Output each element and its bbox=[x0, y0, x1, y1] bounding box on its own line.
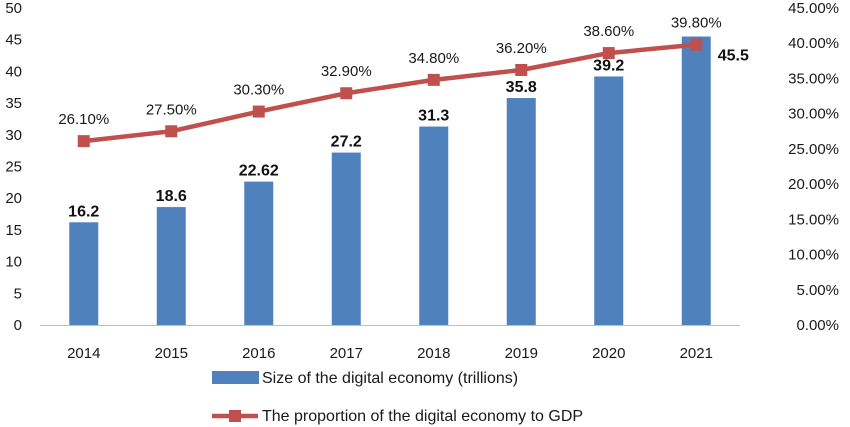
line-value-label: 27.50% bbox=[146, 101, 197, 118]
proportion-line bbox=[83, 42, 697, 144]
y-right-tick-label: 25.00% bbox=[788, 141, 839, 158]
y-right-tick-label: 40.00% bbox=[788, 35, 839, 52]
x-tick-label: 2018 bbox=[417, 345, 450, 362]
bar bbox=[69, 222, 99, 325]
x-axis: 2014 2015 2016 2017 2018 2019 2020 2021 bbox=[67, 345, 713, 362]
legend-bar-swatch bbox=[212, 371, 259, 384]
bar-value-label: 16.2 bbox=[68, 203, 99, 220]
bar-value-label: 27.2 bbox=[331, 134, 362, 151]
x-tick-label: 2021 bbox=[680, 345, 713, 362]
y-left-tick-label: 45 bbox=[5, 32, 22, 49]
line-value-label: 32.90% bbox=[321, 63, 372, 80]
line-value-label: 34.80% bbox=[408, 50, 459, 67]
line-marker bbox=[77, 135, 90, 148]
y-left-tick-label: 5 bbox=[14, 285, 22, 302]
y-left-tick-label: 10 bbox=[5, 254, 22, 271]
bar bbox=[419, 126, 449, 325]
bar bbox=[594, 76, 624, 325]
bar-series bbox=[69, 36, 711, 325]
x-tick-label: 2014 bbox=[67, 345, 100, 362]
x-tick-label: 2015 bbox=[155, 345, 188, 362]
bar-value-label: 31.3 bbox=[418, 108, 449, 125]
y-right-tick-label: 15.00% bbox=[788, 211, 839, 228]
y-right-tick-label: 10.00% bbox=[788, 247, 839, 264]
y-axis-right: 0.00% 5.00% 10.00% 15.00% 20.00% 25.00% 30.00%… bbox=[788, 0, 839, 334]
y-left-tick-label: 35 bbox=[5, 95, 22, 112]
y-axis-left: 0 5 10 15 20 25 30 35 40 45 50 bbox=[5, 0, 22, 334]
line-marker bbox=[602, 47, 615, 60]
bar bbox=[331, 152, 361, 325]
y-right-tick-label: 35.00% bbox=[788, 70, 839, 87]
bar bbox=[156, 207, 186, 325]
legend-line-label: The proportion of the digital economy to… bbox=[262, 408, 583, 425]
bar-value-label: 45.5 bbox=[718, 48, 749, 65]
bar-value-label: 22.62 bbox=[239, 163, 279, 180]
y-left-tick-label: 15 bbox=[5, 222, 22, 239]
line-data-labels: 26.10% 27.50% 30.30% 32.90% 34.80% 36.20% 38.6… bbox=[58, 15, 721, 129]
bar-value-label: 39.2 bbox=[593, 57, 624, 74]
legend-bar-label: Size of the digital economy (trillions) bbox=[262, 370, 518, 387]
y-left-tick-label: 40 bbox=[5, 63, 22, 80]
y-left-tick-label: 50 bbox=[5, 0, 22, 17]
legend: Size of the digital economy (trillions) … bbox=[212, 370, 583, 425]
bar-value-label: 18.6 bbox=[156, 188, 187, 205]
y-right-tick-label: 30.00% bbox=[788, 106, 839, 123]
y-left-tick-label: 30 bbox=[5, 127, 22, 144]
y-left-tick-label: 20 bbox=[5, 190, 22, 207]
legend-line-marker bbox=[229, 410, 241, 422]
line-markers bbox=[77, 38, 703, 148]
line-value-label: 36.20% bbox=[496, 40, 547, 57]
y-right-tick-label: 45.00% bbox=[788, 0, 839, 17]
line-marker bbox=[515, 63, 528, 76]
bar bbox=[244, 181, 274, 325]
y-left-tick-label: 25 bbox=[5, 159, 22, 176]
line-marker bbox=[165, 125, 178, 138]
bar-data-labels: 16.2 18.6 22.62 27.2 31.3 35.8 39.2 45.5 bbox=[68, 48, 749, 221]
line-value-label: 30.30% bbox=[233, 82, 284, 99]
bar-value-label: 35.8 bbox=[506, 79, 537, 96]
line-value-label: 38.60% bbox=[583, 23, 634, 40]
y-left-tick-label: 0 bbox=[14, 317, 22, 334]
y-right-tick-label: 5.00% bbox=[796, 282, 839, 299]
x-tick-label: 2020 bbox=[592, 345, 625, 362]
x-tick-label: 2019 bbox=[505, 345, 538, 362]
line-marker bbox=[252, 105, 265, 118]
y-right-tick-label: 20.00% bbox=[788, 176, 839, 193]
line-marker bbox=[340, 87, 353, 100]
x-tick-label: 2016 bbox=[242, 345, 275, 362]
line-marker bbox=[690, 38, 703, 51]
line-value-label: 39.80% bbox=[671, 15, 722, 32]
line-value-label: 26.10% bbox=[58, 111, 109, 128]
y-right-tick-label: 0.00% bbox=[796, 317, 839, 334]
x-tick-label: 2017 bbox=[330, 345, 363, 362]
bar bbox=[506, 98, 536, 325]
bar bbox=[681, 36, 711, 325]
line-marker bbox=[427, 73, 440, 86]
